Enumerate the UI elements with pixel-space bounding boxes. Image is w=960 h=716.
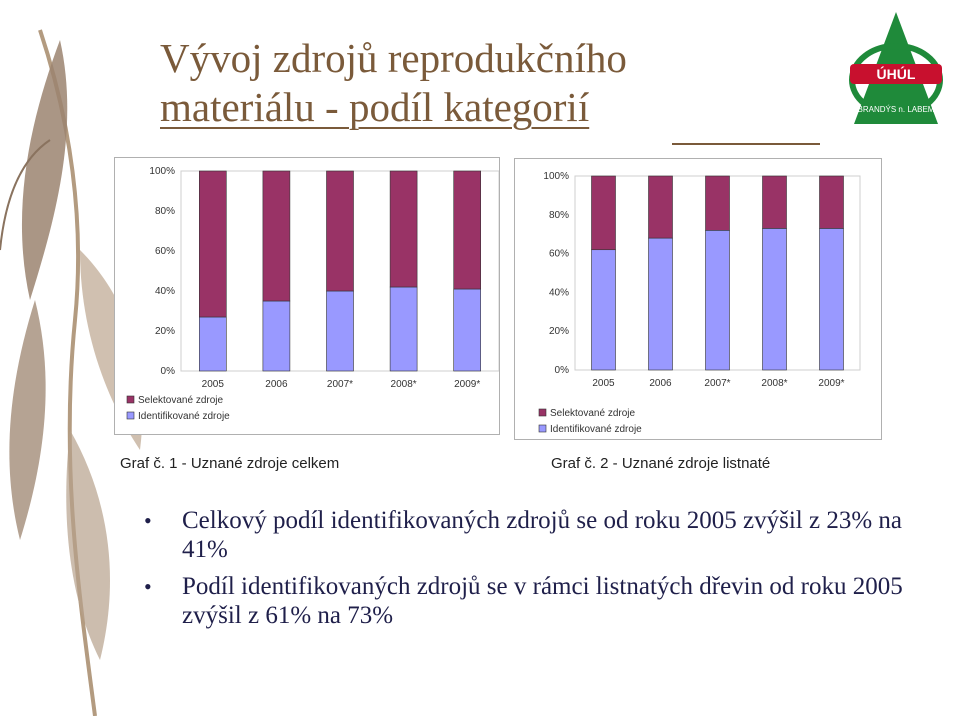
bar-identifikovane-2008* [389,286,418,372]
y-tick-label: 80% [155,206,175,217]
legend-swatch [538,408,547,417]
y-tick-label: 60% [155,246,175,257]
bullet-dot-icon: • [144,574,152,599]
chart-1-panel: 0% 20% 40% 60% 80% 100% 2005 2006 2007* 2008* 2009… [114,157,500,435]
bar-identifikovane-2007* [326,290,354,372]
x-tick-label: 2008* [391,379,417,390]
bullet-text-2: Podíl identifikovaných zdrojů se v rámci… [182,573,903,629]
logo-ring-text: BRANDÝS n. LABEM [858,105,935,114]
bar-selektovane-2008* [389,170,418,288]
x-tick-label: 2005 [592,378,615,389]
legend-swatch [126,411,135,420]
title-line-1: Vývoj zdrojů reprodukčního [160,35,627,81]
x-tick-label: 2006 [265,379,288,390]
legend-label: Selektované zdroje [138,395,223,406]
x-tick-label: 2009* [818,378,844,389]
y-tick-label: 0% [555,365,570,376]
title-underline [672,143,820,145]
bullet-dot-icon: • [144,508,152,533]
y-tick-label: 80% [549,210,569,221]
bar-identifikovane-2008* [762,228,787,371]
bullet-item-1: • Celkový podíl identifikovaných zdrojů … [140,506,920,564]
bullet-text-1: Celkový podíl identifikovaných zdrojů se… [182,507,903,563]
y-tick-label: 40% [155,286,175,297]
legend-label: Identifikované zdroje [550,424,642,435]
bullet-item-2: • Podíl identifikovaných zdrojů se v rám… [140,572,920,630]
title-line-2: materiálu - podíl kategorií [160,84,590,130]
x-tick-label: 2007* [327,379,353,390]
slide-title: Vývoj zdrojů reprodukčního materiálu - p… [160,34,850,132]
bar-identifikovane-2005 [199,316,227,372]
bar-selektovane-2007* [326,170,354,292]
bar-selektovane-2008* [762,175,787,229]
bar-selektovane-2006 [648,175,673,239]
chart-1: 0% 20% 40% 60% 80% 100% 2005 2006 2007* 2008* 2009… [126,166,499,422]
bar-identifikovane-2005 [591,249,616,371]
y-tick-label: 20% [155,326,175,337]
bar-identifikovane-2007* [705,230,730,371]
y-tick-label: 100% [149,166,175,177]
bar-selektovane-2009* [819,175,844,229]
x-tick-label: 2007* [704,378,730,389]
legend-label: Identifikované zdroje [138,411,230,422]
uhul-logo: ÚHÚL BRANDÝS n. LABEM [849,12,943,124]
legend-swatch [126,395,135,404]
x-tick-label: 2008* [761,378,787,389]
y-tick-label: 0% [161,366,176,377]
chart-2-panel: 0% 20% 40% 60% 80% 100% 2005 2006 2007* 2008* 2009… [514,158,882,440]
x-tick-label: 2005 [202,379,225,390]
bar-identifikovane-2009* [453,288,482,372]
legend-label: Selektované zdroje [550,408,635,419]
y-tick-label: 20% [549,326,569,337]
bar-selektovane-2006 [262,170,291,302]
x-tick-label: 2009* [454,379,480,390]
logo-text: ÚHÚL [877,65,916,82]
bar-identifikovane-2006 [648,237,673,371]
chart-1-caption: Graf č. 1 - Uznané zdroje celkem [120,455,340,472]
chart-2: 0% 20% 40% 60% 80% 100% 2005 2006 2007* 2008* 2009… [538,171,861,435]
bar-selektovane-2005 [591,175,616,251]
bar-selektovane-2009* [453,170,482,290]
bar-identifikovane-2006 [262,300,291,372]
legend-swatch [538,424,547,433]
bullet-list: • Celkový podíl identifikovaných zdrojů … [140,506,920,638]
y-tick-label: 100% [543,171,569,182]
chart-2-caption: Graf č. 2 - Uznané zdroje listnaté [551,455,771,472]
x-tick-label: 2006 [649,378,672,389]
bar-identifikovane-2009* [819,228,844,371]
bar-selektovane-2007* [705,175,730,231]
y-tick-label: 40% [549,287,569,298]
y-tick-label: 60% [549,249,569,260]
bar-selektovane-2005 [199,170,227,318]
